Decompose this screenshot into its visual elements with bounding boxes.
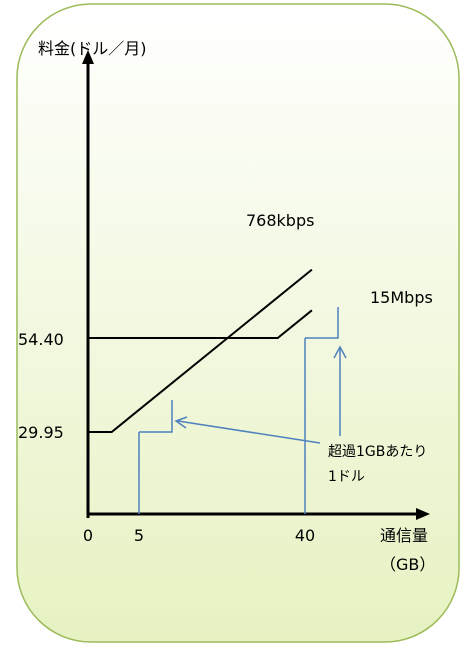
annotation-arrowhead-768kbps <box>174 416 188 429</box>
y-axis-title: 料金(ドル／月) <box>38 39 147 58</box>
x-tick-label-5: 5 <box>134 526 144 545</box>
slope-triangle-15mbps <box>305 307 339 339</box>
annotation-arrow-768kbps <box>177 420 321 444</box>
chart-background <box>16 3 460 643</box>
series-label-768kbps: 768kbps <box>246 211 314 230</box>
series-line-15mbps <box>88 309 313 339</box>
x-axis-title: 通信量 <box>380 526 428 545</box>
x-axis-arrowhead <box>416 508 430 520</box>
y-tick-label-54-40: 54.40 <box>18 330 64 349</box>
series-label-15mbps: 15Mbps <box>370 288 433 307</box>
x-axis-unit: （GB） <box>380 555 435 574</box>
series-line-768kbps <box>88 268 313 433</box>
annotation-text-line-1: 超過1GBあたり <box>328 444 427 460</box>
y-tick-label-29-95: 29.95 <box>18 423 64 442</box>
annotation-arrowhead-15mbps <box>333 345 347 359</box>
y-axis-arrowhead <box>82 50 94 64</box>
slope-triangle-768kbps <box>139 400 173 433</box>
x-tick-label-40: 40 <box>295 526 315 545</box>
annotation-text-line-2: 1ドル <box>328 469 365 485</box>
x-tick-label-0: 0 <box>83 526 93 545</box>
